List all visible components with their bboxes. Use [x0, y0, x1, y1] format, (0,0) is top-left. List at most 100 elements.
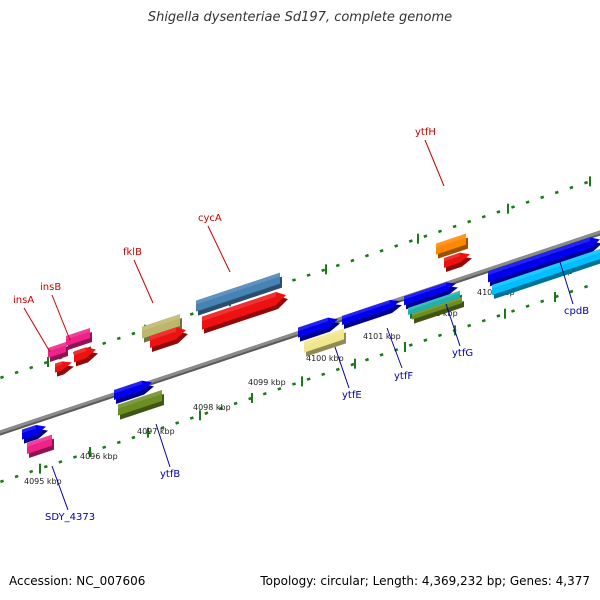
gene-ytfH-red: [444, 252, 472, 273]
track-dot: [175, 421, 180, 425]
gene-block-face: [404, 282, 456, 306]
track-dot: [43, 360, 48, 365]
track-dot: [321, 268, 326, 273]
track-dot: [58, 460, 63, 464]
gene-label: ytfE: [342, 390, 362, 401]
track-dot: [554, 190, 559, 195]
gene-block-highlight: [436, 233, 466, 248]
track-dot: [102, 341, 107, 346]
track-dot: [423, 234, 428, 238]
track-dot: [218, 406, 224, 411]
track-dot: [569, 185, 574, 190]
track-dot: [525, 200, 530, 204]
gene-SDY4373-pink: [27, 434, 54, 459]
gene-leader-line: [445, 303, 461, 347]
gene-label: ytfG: [452, 348, 473, 359]
gene-leader-line: [386, 327, 403, 369]
gene-leader-line: [133, 259, 154, 304]
gene-block-highlight: [304, 328, 344, 346]
track-dot: [160, 426, 165, 430]
gene-insA-red: [55, 361, 74, 377]
gene-leader-line: [51, 465, 69, 511]
gene-ytfF-arrow: [342, 300, 402, 330]
track-dot: [379, 249, 384, 253]
gene-ytfH-block: [436, 233, 468, 259]
track-dot: [467, 323, 472, 328]
gene-leader-line: [207, 225, 231, 273]
track-dot: [291, 382, 297, 386]
gene-block-highlight: [22, 425, 36, 434]
gene-block-highlight: [74, 347, 86, 356]
gene-label: ytfB: [160, 469, 180, 480]
track-dot: [0, 375, 5, 380]
track-dot: [262, 391, 267, 396]
accession-label: Accession: NC_007606: [9, 574, 146, 588]
track-dot: [350, 258, 355, 263]
gene-label: fklB: [123, 247, 142, 258]
track-dot: [43, 464, 48, 469]
gene-ytfE-khaki: [304, 328, 346, 357]
gene-leader-line: [155, 423, 171, 468]
track-dot: [291, 278, 297, 282]
gene-block-highlight: [66, 328, 90, 340]
gene-leader-line: [334, 346, 350, 389]
track-dot: [510, 205, 516, 209]
track-dot: [102, 445, 107, 450]
scale-tick-label: 4097 kbp: [137, 427, 175, 436]
gene-block-highlight: [55, 361, 62, 367]
gene-block-highlight: [412, 297, 462, 316]
gene-insB-red: [74, 347, 98, 367]
gene-block-highlight: [48, 342, 66, 352]
gene-label: ytfH: [415, 127, 436, 138]
gene-block-highlight: [298, 317, 328, 332]
track-dot: [496, 314, 501, 318]
track-dot: [335, 367, 340, 372]
gene-insA-block: [48, 342, 68, 363]
track-dot: [14, 370, 19, 375]
gene-block-face: [114, 380, 152, 401]
track-dot: [496, 210, 501, 214]
track-dot: [408, 239, 413, 243]
track-dot: [72, 455, 78, 459]
gene-ytfB-green: [118, 390, 164, 420]
gene-block-face: [150, 327, 186, 349]
gene-ytfB-arrow: [114, 380, 154, 405]
gene-block-highlight: [196, 272, 280, 305]
gene-block-face: [202, 292, 286, 330]
gene-cycA-red: [202, 292, 288, 334]
gene-block-highlight: [408, 290, 460, 311]
gene-label: insA: [13, 295, 34, 306]
gene-block-highlight: [27, 434, 52, 447]
track-dot: [29, 469, 34, 474]
track-dot: [116, 336, 121, 341]
gene-block-shadow: [344, 304, 402, 330]
track-dot: [364, 253, 370, 258]
scale-tick-label: 4101 kbp: [363, 332, 401, 341]
gene-cpdB-cyan: [492, 249, 600, 300]
track-dot: [189, 312, 194, 316]
scale-tick-label: 4096 kbp: [80, 452, 118, 461]
gene-block-highlight: [444, 252, 460, 262]
track-dot: [306, 377, 311, 381]
track-dot: [335, 263, 340, 268]
track-dot: [0, 479, 5, 484]
gene-leader-line: [51, 294, 71, 341]
track-dot: [481, 318, 486, 323]
track-dot: [467, 219, 472, 224]
track-dot: [540, 195, 545, 200]
gene-ytfE-arrow: [298, 317, 340, 342]
gene-block-highlight: [118, 390, 162, 409]
gene-block-highlight: [488, 237, 590, 276]
gene-label: SDY_4373: [45, 512, 95, 523]
track-dot: [131, 331, 136, 336]
gene-block-highlight: [150, 327, 176, 341]
gene-ytfG-arrow: [404, 282, 458, 310]
gene-ytfG-green: [412, 297, 464, 324]
track-dot: [131, 435, 136, 440]
track-dot: [204, 411, 209, 415]
scale-tick-label: 4098 kbp: [193, 403, 231, 412]
gene-block-face: [488, 237, 600, 283]
gene-insB-block: [66, 328, 92, 351]
